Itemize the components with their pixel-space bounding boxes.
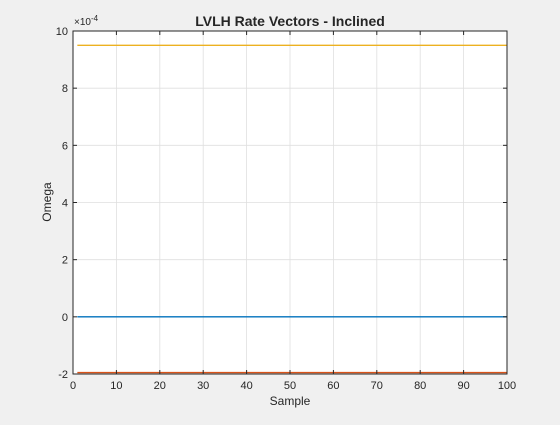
x-axis-label: Sample [270, 394, 311, 408]
y-exponent-base: ×10 [74, 17, 91, 28]
y-tick-label: 0 [62, 312, 68, 324]
x-tick-label: 30 [197, 380, 209, 392]
y-ticks: -2 0 2 4 6 8 10 [56, 26, 507, 381]
y-tick-label: 10 [56, 26, 68, 38]
x-tick-label: 70 [371, 380, 383, 392]
x-tick-label: 90 [457, 380, 469, 392]
x-tick-label: 0 [70, 380, 76, 392]
x-tick-label: 50 [284, 380, 296, 392]
y-exponent-label: ×10-4 [74, 14, 99, 28]
y-tick-label: 8 [62, 83, 68, 95]
x-ticks: 0 10 20 30 40 50 60 70 80 90 100 [70, 31, 516, 392]
y-tick-label: -2 [58, 369, 68, 381]
series-layer [77, 44, 507, 374]
x-tick-label: 80 [414, 380, 426, 392]
y-exponent-power: -4 [91, 14, 99, 23]
x-tick-label: 20 [154, 380, 166, 392]
x-tick-label: 100 [498, 380, 516, 392]
y-tick-label: 4 [62, 198, 68, 210]
y-tick-label: 6 [62, 140, 68, 152]
y-tick-label: 2 [62, 255, 68, 267]
y-axis-label: Omega [40, 182, 54, 222]
x-tick-label: 10 [110, 380, 122, 392]
x-tick-label: 60 [327, 380, 339, 392]
chart-title: LVLH Rate Vectors - Inclined [195, 13, 385, 29]
x-tick-label: 40 [240, 380, 252, 392]
